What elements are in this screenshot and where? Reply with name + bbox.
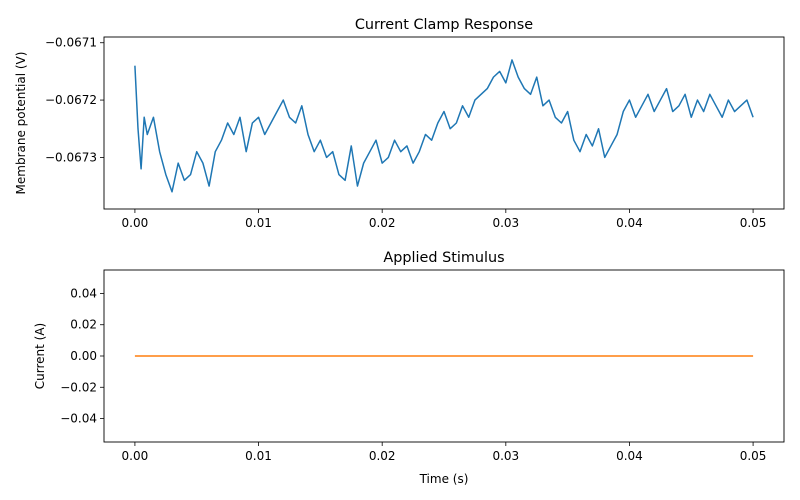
axes-frame — [103, 36, 785, 210]
x-axis-label: Time (s) — [419, 472, 469, 486]
y-tick-label: −0.02 — [60, 380, 97, 394]
x-tick-label: 0.01 — [245, 216, 272, 230]
y-tick-label: −0.04 — [60, 412, 97, 426]
axis-ticks: 0.00 0.01 0.02 0.03 0.04 0.05 0.04 0.02 0.00 −0.0… — [60, 286, 766, 463]
y-axis-label: Membrane potential (V) — [14, 52, 28, 195]
x-tick-label: 0.02 — [369, 449, 396, 463]
chart-title: Current Clamp Response — [355, 17, 533, 33]
x-tick-label: 0.05 — [740, 216, 767, 230]
x-tick-label: 0.00 — [122, 449, 149, 463]
plot-area — [134, 59, 754, 193]
x-tick-label: 0.03 — [492, 449, 519, 463]
y-tick-label: −0.0673 — [45, 150, 97, 164]
y-tick-label: 0.02 — [70, 318, 97, 332]
x-tick-label: 0.04 — [616, 449, 643, 463]
x-tick-label: 0.03 — [492, 216, 519, 230]
chart-panel-stimulus: Applied Stimulus Current (A) Time (s) 0.… — [33, 250, 785, 486]
axes-frame — [103, 269, 785, 443]
chart-title: Applied Stimulus — [383, 250, 504, 266]
x-tick-label: 0.05 — [740, 449, 767, 463]
x-tick-label: 0.02 — [369, 216, 396, 230]
chart-panel-response: Current Clamp Response Membrane potentia… — [14, 17, 785, 230]
series-line — [134, 59, 754, 193]
y-axis-label: Current (A) — [33, 323, 47, 389]
y-tick-label: 0.04 — [70, 286, 97, 300]
x-tick-label: 0.00 — [122, 216, 149, 230]
x-tick-label: 0.01 — [245, 449, 272, 463]
y-tick-label: −0.0672 — [45, 93, 97, 107]
axis-ticks: 0.00 0.01 0.02 0.03 0.04 0.05 −0.0673 −0.0672 −0… — [45, 36, 766, 230]
x-tick-label: 0.04 — [616, 216, 643, 230]
y-tick-label: 0.00 — [70, 349, 97, 363]
y-tick-label: −0.0671 — [45, 36, 97, 50]
